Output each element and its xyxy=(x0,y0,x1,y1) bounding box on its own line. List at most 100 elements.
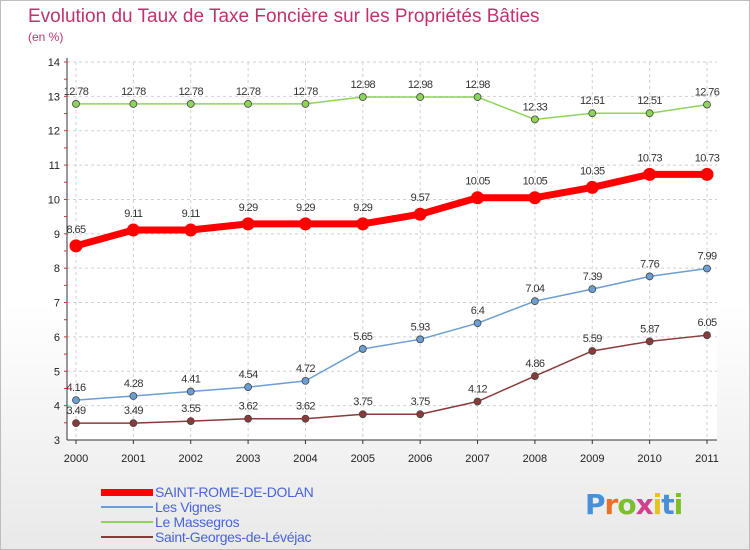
data-label: 7.76 xyxy=(640,258,659,270)
data-point xyxy=(241,217,255,231)
data-point xyxy=(703,331,711,340)
data-point xyxy=(585,180,599,194)
data-point xyxy=(473,93,482,101)
data-point xyxy=(72,419,80,428)
logo-letter: P xyxy=(585,488,606,521)
data-label: 9.57 xyxy=(411,192,430,204)
x-tick-label: 2006 xyxy=(408,453,432,465)
y-tick-label: 7 xyxy=(54,298,60,310)
x-tick-label: 2000 xyxy=(64,453,88,465)
data-label: 12.78 xyxy=(178,86,203,98)
data-label: 5.65 xyxy=(353,331,372,343)
data-label: 9.11 xyxy=(124,208,143,220)
data-point xyxy=(700,167,714,181)
y-tick-label: 4 xyxy=(54,401,60,413)
legend-label: Le Massegros xyxy=(155,514,240,530)
data-label: 7.39 xyxy=(583,271,602,283)
data-label: 3.75 xyxy=(411,396,430,408)
data-point xyxy=(643,167,657,181)
data-point xyxy=(531,372,539,380)
data-label: 9.29 xyxy=(296,202,315,214)
legend-label: SAINT-ROME-DE-DOLAN xyxy=(155,484,314,500)
y-tick-label: 8 xyxy=(54,263,60,275)
data-point xyxy=(645,109,654,118)
x-tick-label: 2011 xyxy=(695,453,719,465)
x-tick-label: 2004 xyxy=(293,453,317,465)
data-point xyxy=(244,414,252,423)
series-line xyxy=(76,334,708,424)
data-label: 3.62 xyxy=(239,401,258,413)
data-label: 5.93 xyxy=(411,321,430,333)
data-label: 10.05 xyxy=(523,176,548,188)
data-label: 4.86 xyxy=(525,358,544,370)
data-point xyxy=(703,100,711,109)
data-point xyxy=(413,207,427,221)
data-point xyxy=(358,410,367,419)
y-tick-label: 10 xyxy=(48,194,60,206)
data-label: 3.75 xyxy=(353,396,372,408)
data-label: 12.78 xyxy=(64,86,89,98)
data-point xyxy=(588,285,597,294)
logo-letter: t xyxy=(661,488,674,521)
logo-letter: r xyxy=(604,488,619,521)
data-label: 12.51 xyxy=(580,95,605,107)
data-point xyxy=(473,397,482,406)
data-label: 12.76 xyxy=(695,87,720,99)
data-point xyxy=(126,223,140,237)
data-point xyxy=(301,414,310,423)
data-label: 7.04 xyxy=(525,283,544,295)
legend-swatch xyxy=(101,489,153,496)
data-point xyxy=(588,109,597,118)
data-label: 3.49 xyxy=(66,405,85,417)
data-point xyxy=(645,337,654,346)
data-label: 12.33 xyxy=(523,101,548,113)
x-tick-label: 2001 xyxy=(121,453,145,465)
data-point xyxy=(528,191,542,205)
data-label: 6.4 xyxy=(471,305,485,317)
data-label: 8.65 xyxy=(66,224,85,236)
data-point xyxy=(186,100,195,108)
unit-label: (en %) xyxy=(28,30,64,44)
y-tick-label: 12 xyxy=(48,126,60,138)
series-line xyxy=(75,170,707,250)
legend-swatch xyxy=(101,506,153,508)
data-label: 9.11 xyxy=(182,208,201,220)
data-label: 12.78 xyxy=(236,86,261,98)
data-label: 12.98 xyxy=(465,79,490,91)
x-tick-label: 2009 xyxy=(580,453,604,465)
series-line xyxy=(75,267,708,401)
data-label: 12.51 xyxy=(637,95,662,107)
x-tick-label: 2003 xyxy=(236,453,260,465)
data-label: 7.99 xyxy=(697,251,716,263)
data-label: 4.54 xyxy=(239,369,258,381)
x-tick-label: 2008 xyxy=(523,453,547,465)
data-point xyxy=(703,264,711,273)
logo-letter: i xyxy=(652,488,663,521)
y-tick-label: 3 xyxy=(54,435,60,447)
data-label: 5.59 xyxy=(583,333,602,345)
logo-letter: o xyxy=(617,488,636,521)
data-point xyxy=(588,347,597,355)
data-point xyxy=(356,217,370,231)
data-label: 4.72 xyxy=(296,363,315,375)
x-tick-label: 2007 xyxy=(465,453,489,465)
data-point xyxy=(471,191,485,205)
data-label: 3.62 xyxy=(296,401,315,413)
legend-label: Les Vignes xyxy=(155,499,222,515)
data-point xyxy=(129,100,138,108)
data-point xyxy=(531,115,539,124)
data-point xyxy=(301,100,310,108)
x-tick-label: 2005 xyxy=(351,453,375,465)
data-point xyxy=(416,93,425,101)
logo-letter: i xyxy=(673,488,684,521)
x-tick-label: 2002 xyxy=(178,453,202,465)
data-point xyxy=(186,417,195,426)
data-point xyxy=(186,387,195,396)
logo-letter: x xyxy=(635,488,654,521)
data-label: 12.78 xyxy=(293,86,318,98)
data-point xyxy=(358,345,367,353)
data-label: 12.78 xyxy=(121,86,146,98)
data-label: 9.29 xyxy=(353,202,372,214)
data-label: 6.05 xyxy=(697,317,716,329)
x-tick-label: 2010 xyxy=(637,453,661,465)
